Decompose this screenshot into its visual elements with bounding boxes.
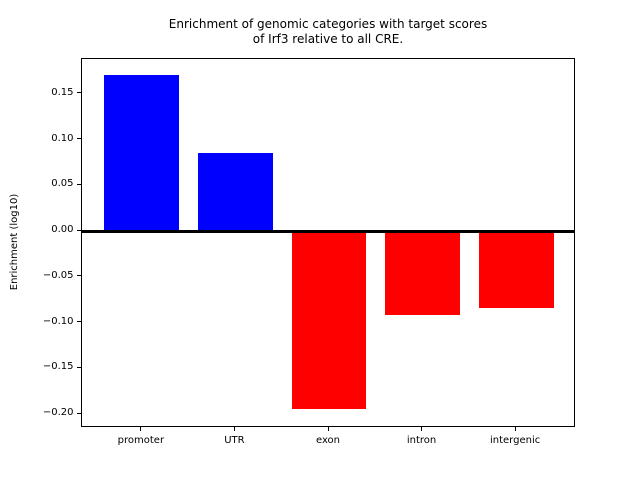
y-tick-label: 0.05	[51, 178, 74, 190]
x-tick-mark	[233, 427, 235, 431]
y-tick-mark	[77, 183, 81, 185]
bar-promoter	[104, 75, 180, 231]
x-tick-label-promoter: promoter	[117, 435, 165, 446]
x-tick-mark	[514, 427, 516, 431]
y-tick-mark	[77, 275, 81, 277]
y-axis-label: Enrichment (log10)	[9, 193, 20, 291]
y-tick-label: −0.15	[42, 361, 74, 373]
y-tick-mark	[77, 321, 81, 322]
y-tick-mark	[77, 366, 81, 368]
bar-exon	[291, 231, 367, 410]
x-tick-label-intron: intron	[406, 435, 437, 446]
y-tick-label: 0.10	[51, 132, 74, 144]
y-tick-mark	[77, 229, 81, 231]
x-tick-mark	[327, 427, 329, 431]
chart-title-line-1: Enrichment of genomic categories with ta…	[168, 17, 488, 31]
y-tick-mark	[77, 412, 81, 414]
x-tick-label-intergenic: intergenic	[489, 435, 541, 446]
y-tick-label: 0.15	[51, 86, 74, 98]
x-tick-mark	[421, 427, 423, 431]
y-tick-mark	[77, 138, 81, 140]
chart-title: Enrichment of genomic categories with ta…	[81, 17, 575, 47]
bar-intron	[385, 231, 460, 316]
y-tick-label: 0.00	[51, 224, 74, 235]
bar-intergenic	[478, 231, 554, 308]
y-tick-label: −0.20	[42, 407, 74, 418]
y-tick-label: −0.10	[42, 315, 74, 327]
y-tick-mark	[77, 92, 81, 94]
chart-title-line-2: of Irf3 relative to all CRE.	[252, 32, 404, 46]
zero-line	[82, 229, 574, 233]
y-tick-label: −0.05	[42, 269, 74, 281]
plot-area	[81, 58, 575, 427]
bar-UTR	[198, 153, 273, 231]
x-tick-label-exon: exon	[315, 435, 341, 446]
x-tick-mark	[140, 427, 142, 431]
x-tick-label-UTR: UTR	[224, 435, 245, 446]
